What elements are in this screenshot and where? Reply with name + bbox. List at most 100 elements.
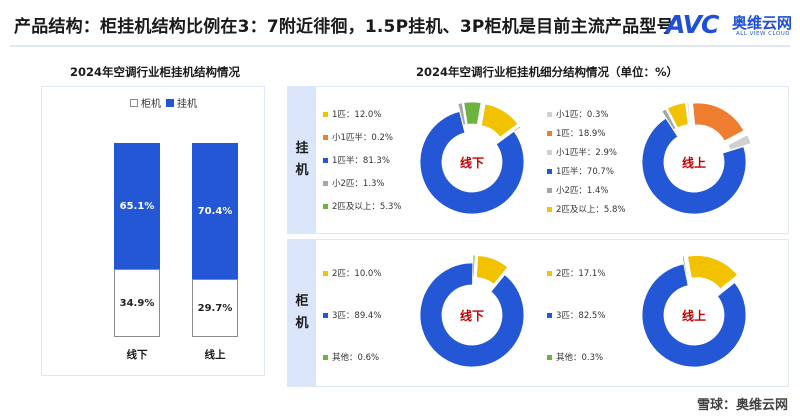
bar-chart-panel: 柜机 挂机 65.1% 34.9% 线下 70.4% 29.7% 线上 [41, 86, 265, 376]
donut-legend-label: 其他：0.6% [332, 353, 380, 363]
donut-legend-item: 2匹及以上：5.8% [547, 203, 626, 215]
donut-center-label: 线下 [460, 308, 484, 323]
legend-dot [323, 354, 328, 360]
donut-legend-label: 2匹及以上：5.8% [556, 205, 626, 215]
legend-dot [323, 134, 328, 140]
donut-slice [476, 255, 509, 285]
legend-dot [547, 111, 552, 117]
donut-legend-label: 小1匹半：2.9% [556, 148, 618, 158]
donut-legend-label: 小2匹：1.4% [556, 186, 609, 196]
donut-slice [692, 102, 745, 142]
row-label-char: 挂 [295, 141, 309, 156]
donut-slice [472, 254, 476, 278]
legend-dot [323, 203, 328, 209]
donut-legend-item: 小1匹半：0.2% [323, 131, 393, 143]
row-label-char: 机 [295, 316, 309, 331]
donut-slice [641, 263, 747, 368]
bar-stack-offline: 65.1% 34.9% [114, 143, 160, 337]
legend-dot [547, 168, 552, 174]
row-label-char: 机 [295, 163, 309, 178]
donut-slice [419, 262, 525, 368]
legend-dot [547, 149, 552, 155]
bar-segment-cabinet: 34.9% [114, 269, 160, 337]
donut-legend-item: 1匹半：70.7% [547, 165, 614, 177]
bar-chart-title: 2024年空调行业柜挂机结构情况 [70, 65, 241, 79]
legend-dot [547, 270, 552, 276]
brand-logo: AVC 奥维云网 ALL VIEW CLOUD [666, 8, 794, 44]
legend-dot [323, 157, 328, 163]
bar-stack-online: 70.4% 29.7% [192, 143, 238, 337]
donut-center-label: 线下 [460, 155, 484, 170]
legend-dot [323, 312, 328, 318]
donut-legend-label: 小1匹：0.3% [556, 110, 609, 120]
donut-legend-item: 其他：0.3% [547, 351, 603, 363]
bar-segment-wall: 70.4% [192, 143, 238, 280]
logo-mark: AVC [666, 10, 719, 39]
legend-label-wall: 挂机 [177, 99, 197, 110]
donut-legend-item: 小2匹：1.4% [547, 184, 609, 196]
row-label-cabinet: 柜机 [288, 240, 316, 386]
donut-center-label: 线上 [682, 155, 706, 170]
legend-swatch-cabinet [130, 98, 138, 107]
donut-slice [686, 101, 691, 125]
donut-legend-label: 1匹：12.0% [332, 110, 382, 120]
donut-slice [463, 101, 482, 125]
header-divider [10, 45, 790, 47]
donut-slice [681, 255, 688, 279]
donut-legend-label: 2匹：10.0% [332, 269, 382, 279]
donut-slice [457, 102, 467, 126]
donut-legend-label: 2匹及以上：5.3% [332, 202, 402, 212]
donut-legend-item: 1匹：12.0% [323, 108, 381, 120]
donut-legend-label: 3匹：89.4% [332, 311, 382, 321]
bar-category-label: 线下 [126, 349, 148, 361]
donut-legend-label: 其他：0.3% [556, 353, 604, 363]
logo-name-en: ALL VIEW CLOUD [736, 31, 790, 37]
donut-legend-label: 2匹：17.1% [556, 269, 606, 279]
donut-slice [419, 111, 525, 215]
donut-legend-label: 小2匹：1.3% [332, 179, 385, 189]
donut-legend-label: 1匹半：70.7% [556, 167, 614, 177]
donut-legend-item: 1匹：18.9% [547, 127, 605, 139]
legend-dot [547, 206, 552, 212]
bar-segment-cabinet: 29.7% [192, 279, 238, 337]
donut-slice [687, 255, 738, 290]
row-label-wall: 挂机 [288, 87, 316, 233]
legend-dot [323, 111, 328, 117]
donut-legend-item: 1匹半：81.3% [323, 154, 390, 166]
donut-legend-item: 其他：0.6% [323, 351, 379, 363]
donut-legend-label: 小1匹半：0.2% [332, 133, 394, 143]
donut-chart-title: 2024年空调行业柜挂机细分结构情况（单位：%） [416, 65, 679, 79]
donut-legend-item: 小1匹：0.3% [547, 108, 609, 120]
legend-dot [547, 354, 552, 360]
donut-legend-item: 2匹：10.0% [323, 267, 381, 279]
bar-category-label: 线上 [204, 349, 226, 361]
legend-dot [323, 270, 328, 276]
donut-slice [666, 102, 689, 129]
donut-legend-item: 小1匹半：2.9% [547, 146, 617, 158]
legend-item-wall: 挂机 [166, 95, 197, 110]
donut-legend-label: 1匹：18.9% [556, 129, 606, 139]
legend-item-cabinet: 柜机 [130, 95, 161, 110]
donut-slice [727, 134, 752, 151]
donut-legend-item: 2匹：17.1% [547, 267, 605, 279]
legend-dot [547, 130, 552, 136]
legend-dot [547, 312, 552, 318]
legend-label-cabinet: 柜机 [141, 99, 161, 110]
donut-legend-item: 3匹：82.5% [547, 309, 605, 321]
donut-slice [480, 103, 519, 138]
page-headline: 产品结构：柜挂机结构比例在3：7附近徘徊，1.5P挂机、3P柜机是目前主流产品型… [14, 17, 674, 37]
bar-segment-wall: 65.1% [114, 143, 160, 270]
row-label-char: 柜 [295, 294, 309, 309]
legend-dot [323, 180, 328, 186]
donut-center-label: 线上 [682, 308, 706, 323]
donut-slice [641, 117, 747, 215]
logo-name-cn: 奥维云网 [732, 14, 793, 32]
donut-slice [661, 108, 677, 131]
donut-legend-item: 2匹及以上：5.3% [323, 200, 402, 212]
donut-legend-item: 3匹：89.4% [323, 309, 381, 321]
